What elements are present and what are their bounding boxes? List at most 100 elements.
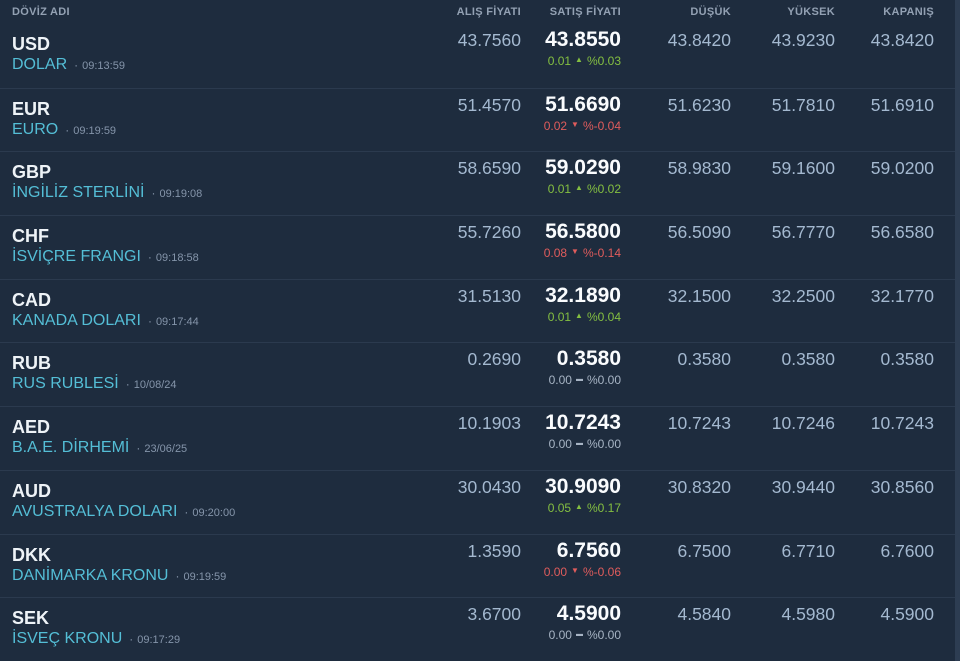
change-direction-icon: ▼	[571, 565, 579, 575]
buy-price: 10.1903	[457, 413, 521, 434]
sell-price: 32.1890	[545, 283, 621, 307]
last-update-time: 09:19:08	[159, 188, 203, 201]
change-value: 0.00	[548, 437, 572, 452]
high-price: 6.7710	[781, 540, 835, 561]
currency-full-name: RUS RUBLESİ	[12, 375, 119, 393]
close-price: 56.6580	[870, 222, 934, 243]
change-direction-icon: ▲	[575, 183, 583, 193]
change-direction-icon: ▬	[575, 630, 583, 638]
currency-row[interactable]: EUR EURO · 09:19:59 51.4570 51.6690 0.02 ▼…	[0, 87, 960, 152]
high-price: 4.5980	[781, 604, 835, 625]
change-percent: %0.00	[586, 373, 621, 388]
change-direction-icon: ▼	[571, 247, 579, 257]
col-header-sell-price: SATIŞ FİYATI	[549, 6, 621, 18]
change-percent: %0.17	[586, 500, 621, 515]
last-update-time: 09:17:29	[137, 634, 181, 647]
currency-row[interactable]: AED B.A.E. DİRHEMİ · 23/06/25 10.1903 10.7…	[0, 406, 960, 470]
high-price: 30.9440	[771, 476, 835, 497]
bullet-separator: ·	[151, 186, 156, 201]
bullet-separator: ·	[175, 568, 180, 583]
change-line: 0.01 ▲ %0.02	[521, 182, 621, 196]
change-value: 0.05	[547, 500, 572, 515]
sell-price: 4.5900	[556, 602, 621, 626]
close-price: 0.3580	[880, 349, 934, 370]
bullet-separator: ·	[125, 377, 130, 392]
high-price: 43.9230	[771, 30, 835, 50]
currency-row[interactable]: AUD AVUSTRALYA DOLARI · 09:20:00 30.0430 3…	[0, 469, 960, 534]
low-price: 58.9830	[667, 158, 731, 179]
buy-price: 55.7260	[457, 222, 521, 243]
high-price: 10.7246	[771, 413, 835, 434]
close-price: 10.7243	[870, 413, 934, 434]
last-update-time: 23/06/25	[144, 443, 188, 456]
change-percent: %0.00	[586, 628, 621, 643]
close-price: 4.5900	[880, 604, 934, 625]
currency-full-name: DANİMARKA KRONU	[12, 566, 169, 584]
sell-price: 59.0290	[545, 156, 621, 180]
currency-full-name: EURO	[12, 120, 59, 138]
currency-code: EUR	[12, 98, 51, 119]
currency-code: SEK	[12, 608, 50, 629]
last-update-time: 10/08/24	[133, 379, 177, 392]
low-price: 56.5090	[667, 222, 731, 243]
change-percent: %0.02	[586, 182, 621, 197]
currency-full-name: AVUSTRALYA DOLARI	[12, 502, 178, 520]
change-direction-icon: ▲	[575, 501, 583, 511]
sell-price: 56.5800	[545, 220, 621, 244]
currency-row[interactable]: GBP İNGİLİZ STERLİNİ · 09:19:08 58.6590 59…	[0, 151, 960, 215]
sell-price: 6.7560	[556, 538, 621, 562]
bullet-separator: ·	[65, 122, 70, 137]
currency-code: GBP	[12, 162, 52, 183]
col-header-buy-price: ALIŞ FİYATI	[456, 6, 521, 18]
currency-row[interactable]: USD DOLAR · 09:13:59 43.7560 43.8550 0.01 …	[0, 24, 960, 88]
change-percent: %0.04	[586, 309, 621, 324]
col-header-currency-name: DÖVİZ ADI	[12, 6, 70, 18]
currency-code: CAD	[12, 289, 51, 310]
close-price: 32.1770	[870, 285, 934, 306]
change-value: 0.00	[548, 628, 572, 643]
low-price: 32.1500	[667, 285, 731, 306]
change-line: 0.00 ▬ %0.00	[521, 437, 621, 451]
currency-code: AED	[12, 417, 51, 438]
change-line: 0.01 ▲ %0.04	[521, 310, 621, 324]
change-value: 0.01	[547, 182, 572, 197]
change-percent: %-0.04	[582, 118, 621, 133]
last-update-time: 09:13:59	[82, 60, 125, 72]
change-line: 0.00 ▬ %0.00	[521, 373, 621, 387]
table-header: DÖVİZ ADI ALIŞ FİYATI SATIŞ FİYATI DÜŞÜK…	[0, 0, 960, 24]
currency-full-name: İNGİLİZ STERLİNİ	[12, 184, 145, 202]
vertical-scrollbar[interactable]	[955, 0, 960, 661]
last-update-time: 09:18:58	[155, 252, 199, 265]
last-update-time: 09:20:00	[192, 506, 236, 519]
sell-price: 30.9090	[545, 474, 621, 498]
last-update-time: 09:19:59	[183, 570, 227, 583]
change-line: 0.00 ▼ %-0.06	[521, 565, 621, 579]
change-line: 0.01 ▲ %0.03	[521, 54, 621, 68]
currency-row[interactable]: DKK DANİMARKA KRONU · 09:19:59 1.3590 6.75…	[0, 533, 960, 598]
change-percent: %0.03	[586, 54, 621, 68]
bullet-separator: ·	[147, 250, 152, 265]
bullet-separator: ·	[184, 504, 189, 519]
currency-row[interactable]: SEK İSVEÇ KRONU · 09:17:29 3.6700 4.5900 0…	[0, 597, 960, 661]
low-price: 0.3580	[677, 349, 731, 370]
col-header-low: DÜŞÜK	[690, 6, 731, 18]
buy-price: 0.2690	[467, 349, 521, 370]
high-price: 56.7770	[771, 222, 835, 243]
change-line: 0.00 ▬ %0.00	[521, 628, 621, 642]
currency-full-name: DOLAR	[12, 56, 68, 73]
currency-row[interactable]: CAD KANADA DOLARI · 09:17:44 31.5130 32.18…	[0, 278, 960, 343]
currency-row[interactable]: RUB RUS RUBLESİ · 10/08/24 0.2690 0.3580 0…	[0, 342, 960, 406]
low-price: 6.7500	[677, 540, 731, 561]
high-price: 32.2500	[771, 285, 835, 306]
currency-row[interactable]: CHF İSVİÇRE FRANGI · 09:18:58 55.7260 56.5…	[0, 215, 960, 279]
change-direction-icon: ▲	[575, 55, 583, 64]
change-direction-icon: ▬	[575, 439, 583, 447]
currency-code: CHF	[12, 226, 49, 247]
sell-price: 10.7243	[545, 411, 621, 435]
close-price: 6.7600	[880, 540, 934, 561]
buy-price: 58.6590	[457, 158, 521, 179]
close-price: 51.6910	[870, 94, 934, 115]
change-direction-icon: ▲	[575, 310, 583, 320]
change-percent: %-0.06	[582, 564, 621, 579]
